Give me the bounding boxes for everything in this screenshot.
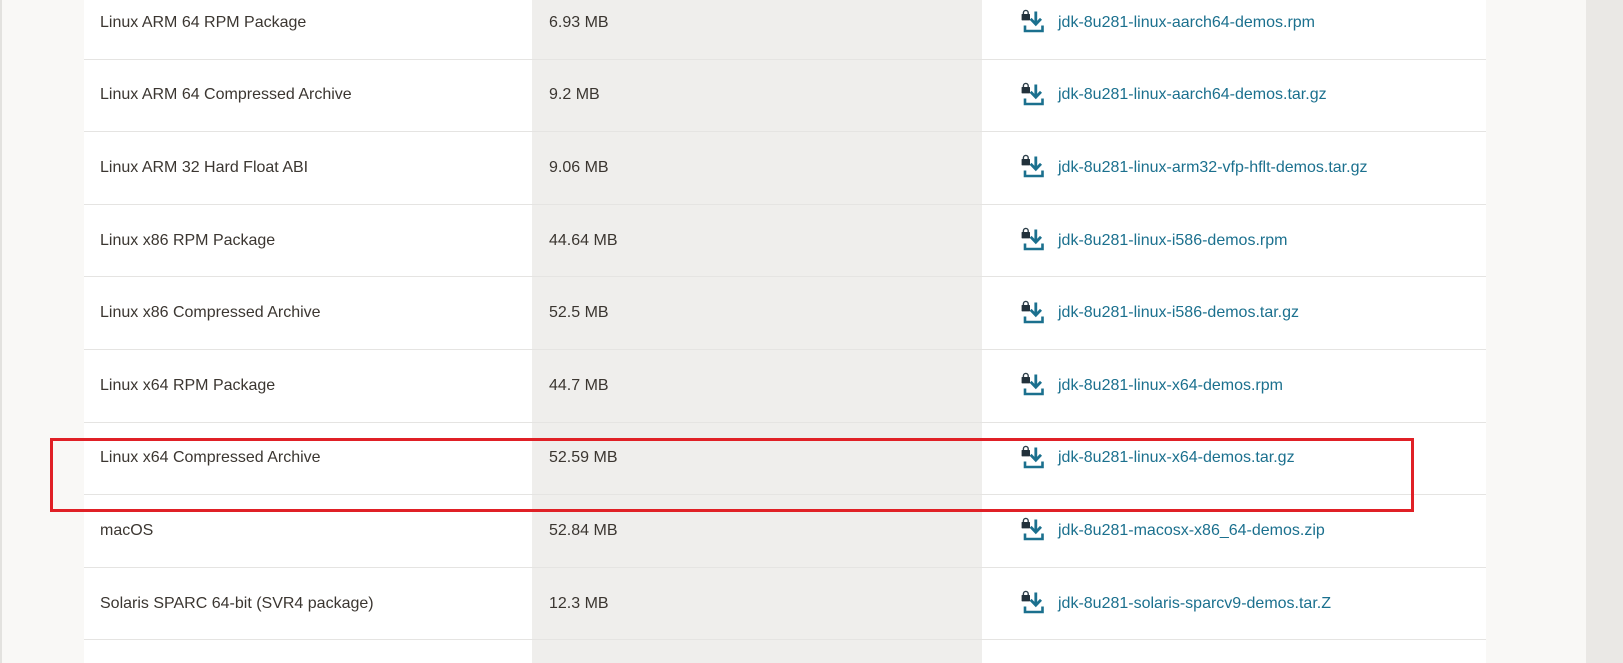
file-size: 9.06 MB [532, 132, 982, 204]
download-filename[interactable]: jdk-8u281-linux-x64-demos.rpm [1058, 376, 1283, 394]
download-link[interactable]: jdk-8u281-linux-arm32-vfp-hflt-demos.tar… [1020, 154, 1367, 181]
download-filename[interactable]: jdk-8u281-linux-aarch64-demos.tar.gz [1058, 86, 1327, 104]
package-name: Linux ARM 64 RPM Package [84, 0, 532, 59]
table-row: Linux x64 RPM Package 44.7 MB jdk-8u281-… [84, 349, 1486, 423]
file-size: 52.59 MB [532, 422, 982, 495]
package-name: Linux ARM 32 Hard Float ABI [84, 132, 532, 204]
file-size: 44.7 MB [532, 349, 982, 422]
file-size: 52.5 MB [532, 277, 982, 349]
download-lock-icon[interactable] [1020, 445, 1047, 472]
download-lock-icon[interactable] [1020, 9, 1047, 36]
file-size [532, 640, 982, 663]
table-row: Linux ARM 64 Compressed Archive 9.2 MB j… [84, 59, 1486, 133]
download-lock-icon[interactable] [1020, 154, 1047, 181]
download-link[interactable]: jdk-8u281-linux-aarch64-demos.rpm [1020, 9, 1315, 36]
package-name: Linux x64 RPM Package [84, 349, 532, 422]
download-cell: jdk-8u281-linux-x64-demos.rpm [982, 349, 1486, 422]
file-size: 9.2 MB [532, 59, 982, 132]
download-filename[interactable]: jdk-8u281-linux-aarch64-demos.rpm [1058, 13, 1316, 31]
download-filename[interactable]: jdk-8u281-linux-x64-demos.tar.gz [1058, 449, 1295, 467]
package-name [84, 640, 532, 663]
package-name: Linux x64 Compressed Archive [84, 422, 532, 495]
package-name: macOS [84, 495, 532, 567]
download-link[interactable]: jdk-8u281-linux-x64-demos.rpm [1020, 372, 1283, 399]
download-filename[interactable]: jdk-8u281-linux-arm32-vfp-hflt-demos.tar… [1058, 158, 1368, 176]
download-table: Linux ARM 64 RPM Package 6.93 MB jdk-8u2… [84, 0, 1486, 663]
file-size: 52.84 MB [532, 495, 982, 567]
download-cell [982, 640, 1486, 663]
download-link[interactable]: jdk-8u281-linux-i586-demos.rpm [1020, 227, 1287, 254]
table-row-partial [84, 640, 1486, 663]
file-size: 12.3 MB [532, 567, 982, 640]
table-row: Linux ARM 64 RPM Package 6.93 MB jdk-8u2… [84, 0, 1486, 60]
download-lock-icon[interactable] [1020, 372, 1047, 399]
download-cell: jdk-8u281-linux-aarch64-demos.tar.gz [982, 59, 1486, 132]
download-lock-icon[interactable] [1020, 227, 1047, 254]
download-lock-icon[interactable] [1020, 300, 1047, 327]
download-cell: jdk-8u281-solaris-sparcv9-demos.tar.Z [982, 567, 1486, 640]
download-cell: jdk-8u281-macosx-x86_64-demos.zip [982, 495, 1486, 567]
package-name: Linux x86 Compressed Archive [84, 277, 532, 349]
download-filename[interactable]: jdk-8u281-macosx-x86_64-demos.zip [1058, 521, 1325, 539]
file-size: 44.64 MB [532, 204, 982, 277]
file-size: 6.93 MB [532, 0, 982, 59]
table-row: Solaris SPARC 64-bit (SVR4 package) 12.3… [84, 567, 1486, 641]
table-row: Linux x86 RPM Package 44.64 MB jdk-8u281… [84, 204, 1486, 278]
package-name: Linux x86 RPM Package [84, 204, 532, 277]
page-side-panel [1586, 0, 1623, 663]
table-row: macOS 52.84 MB jdk-8u281-macosx-x86_64-d… [84, 495, 1486, 568]
download-link[interactable]: jdk-8u281-linux-i586-demos.tar.gz [1020, 300, 1299, 327]
download-lock-icon[interactable] [1020, 517, 1047, 544]
table-row: Linux ARM 32 Hard Float ABI 9.06 MB jdk-… [84, 132, 1486, 205]
download-link[interactable]: jdk-8u281-linux-x64-demos.tar.gz [1020, 445, 1295, 472]
download-cell: jdk-8u281-linux-x64-demos.tar.gz [982, 422, 1486, 495]
table-row: Linux x64 Compressed Archive 52.59 MB jd… [84, 422, 1486, 496]
download-cell: jdk-8u281-linux-i586-demos.rpm [982, 204, 1486, 277]
download-filename[interactable]: jdk-8u281-linux-i586-demos.rpm [1058, 231, 1288, 249]
download-filename[interactable]: jdk-8u281-linux-i586-demos.tar.gz [1058, 304, 1300, 322]
package-name: Solaris SPARC 64-bit (SVR4 package) [84, 567, 532, 640]
download-cell: jdk-8u281-linux-aarch64-demos.rpm [982, 0, 1486, 59]
package-name: Linux ARM 64 Compressed Archive [84, 59, 532, 132]
download-cell: jdk-8u281-linux-arm32-vfp-hflt-demos.tar… [982, 132, 1486, 204]
download-lock-icon[interactable] [1020, 82, 1047, 109]
download-lock-icon[interactable] [1020, 590, 1047, 617]
table-row: Linux x86 Compressed Archive 52.5 MB jdk… [84, 277, 1486, 350]
download-link[interactable]: jdk-8u281-macosx-x86_64-demos.zip [1020, 517, 1325, 544]
download-cell: jdk-8u281-linux-i586-demos.tar.gz [982, 277, 1486, 349]
download-link[interactable]: jdk-8u281-solaris-sparcv9-demos.tar.Z [1020, 590, 1331, 617]
download-filename[interactable]: jdk-8u281-solaris-sparcv9-demos.tar.Z [1058, 594, 1331, 612]
download-link[interactable]: jdk-8u281-linux-aarch64-demos.tar.gz [1020, 82, 1327, 109]
